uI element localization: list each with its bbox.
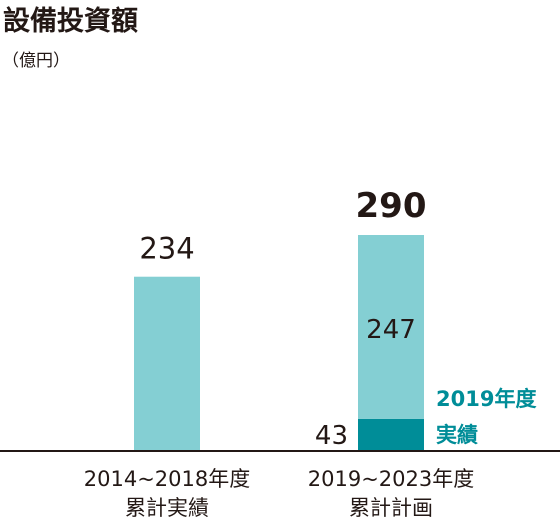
chart-title: 設備投資額 xyxy=(3,5,138,37)
annotation-line1: 2019年度 xyxy=(436,387,536,411)
unit-label: （億円） xyxy=(2,51,70,71)
bars-layer: 234 290 43 247 xyxy=(134,186,426,451)
category-label-1-line2: 累計実績 xyxy=(125,496,209,520)
category-label-1-line1: 2014~2018年度 xyxy=(84,467,250,491)
category-label-2-line1: 2019~2023年度 xyxy=(308,467,474,491)
segment-label-plan: 247 xyxy=(366,315,416,345)
segment-label-2019-actual: 43 xyxy=(315,421,348,451)
annotation-line2: 実績 xyxy=(436,423,478,447)
bar-1-total-label: 234 xyxy=(139,232,194,266)
category-label-2-line2: 累計計画 xyxy=(349,496,433,520)
bar-1-segment-1 xyxy=(134,276,200,451)
bar-2-segment-1 xyxy=(358,418,424,451)
bar-2-segment-2 xyxy=(358,235,424,419)
bar-2-total-label: 290 xyxy=(356,186,427,226)
